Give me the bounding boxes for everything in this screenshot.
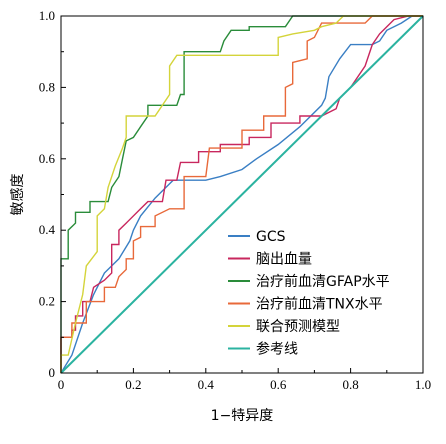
roc-curve-series-1 bbox=[60, 15, 423, 374]
roc-curve-series-5 bbox=[60, 15, 423, 373]
x-tick-label: 0.6 bbox=[270, 377, 287, 392]
roc-curve-series-6 bbox=[60, 15, 424, 374]
legend-label: 治疗前血清TNX水平 bbox=[256, 296, 383, 313]
legend-label: GCS bbox=[256, 229, 286, 245]
y-tick-label: 1.0 bbox=[39, 8, 55, 23]
y-tick-label: 0.2 bbox=[39, 294, 55, 309]
x-axis-title: 1−特异度 bbox=[211, 408, 274, 424]
y-tick-label: 0 bbox=[49, 365, 56, 380]
x-tick-label: 1.0 bbox=[415, 377, 431, 392]
x-tick-label: 0.2 bbox=[125, 377, 141, 392]
roc-curve-series-3 bbox=[60, 15, 423, 373]
axes-layer: 00 0.2 0.2 0.4 0.4 0.6 0.6 0.8 0.8 1.0 1.0 bbox=[39, 8, 431, 392]
legend-label: 治疗前血清GFAP水平 bbox=[256, 273, 390, 290]
x-tick-label: 0.8 bbox=[342, 377, 358, 392]
legend-label: 联合预测模型 bbox=[256, 319, 340, 335]
roc-curve-series-4 bbox=[60, 15, 423, 373]
legend-label: 脑出血量 bbox=[256, 252, 312, 268]
y-tick-label: 0.8 bbox=[39, 79, 55, 94]
legend-label: 参考线 bbox=[256, 341, 298, 358]
y-tick-label: 0.6 bbox=[39, 151, 56, 166]
y-tick-label: 0.4 bbox=[39, 222, 56, 237]
x-tick-label: 0 bbox=[58, 377, 65, 392]
x-tick-label: 0.4 bbox=[198, 377, 215, 392]
y-axis-title: 敏感度 bbox=[9, 174, 26, 216]
curves-layer bbox=[60, 15, 424, 374]
